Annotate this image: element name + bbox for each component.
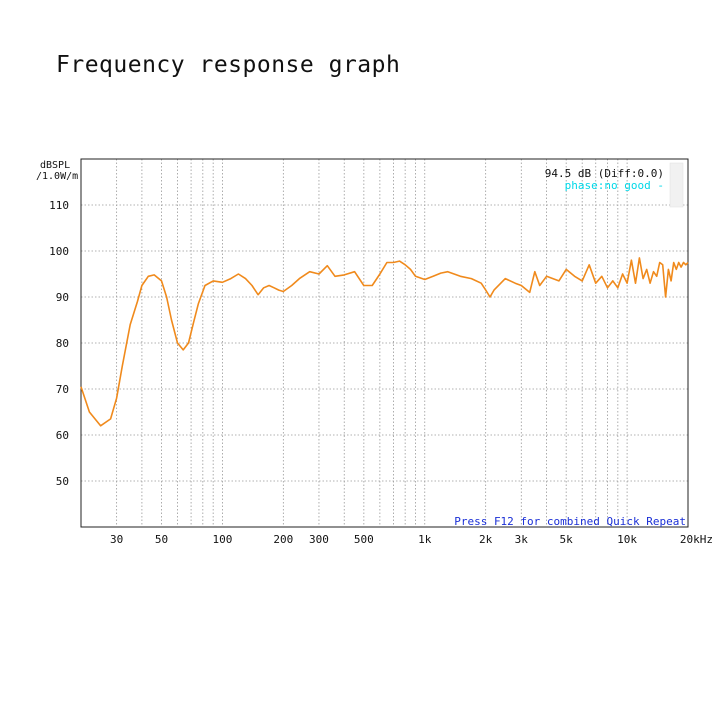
y-tick-label: 60 [56,429,69,442]
x-tick-label: 10k [617,533,637,546]
plot-frame [80,158,689,528]
page-title: Frequency response graph [56,52,401,78]
x-tick-label: 20kHz [680,533,713,546]
y-axis-label-reference: /1.0W/m [36,171,78,182]
y-tick-label: 110 [49,199,69,212]
y-tick-label: 70 [56,383,69,396]
y-axis-ticks: 50 60 70 80 90 100 110 [49,199,69,488]
y-tick-label: 50 [56,475,69,488]
x-tick-label: 200 [273,533,293,546]
x-tick-label: 30 [110,533,123,546]
x-tick-label: 1k [418,533,432,546]
x-tick-label: 50 [155,533,168,546]
y-tick-label: 90 [56,291,69,304]
x-tick-label: 3k [515,533,529,546]
phase-note: phase:no good - [565,179,664,192]
y-tick-label: 80 [56,337,69,350]
grid [81,159,688,527]
y-tick-label: 100 [49,245,69,258]
x-tick-label: 300 [309,533,329,546]
y-axis-label-unit: dBSPL [40,160,70,171]
x-tick-label: 500 [354,533,374,546]
x-tick-label: 5k [560,533,574,546]
quick-repeat-hint: Press F12 for combined Quick Repeat [454,515,686,528]
vertical-watermark [669,162,684,208]
level-readout: 94.5 dB (Diff:0.0) [545,167,664,180]
x-axis-ticks: 30 50 100 200 300 500 1k 2k 3k 5k 10k 20kHz [110,533,713,546]
x-tick-label: 2k [479,533,493,546]
series-line-frequency-response [80,257,689,427]
x-tick-label: 100 [212,533,232,546]
